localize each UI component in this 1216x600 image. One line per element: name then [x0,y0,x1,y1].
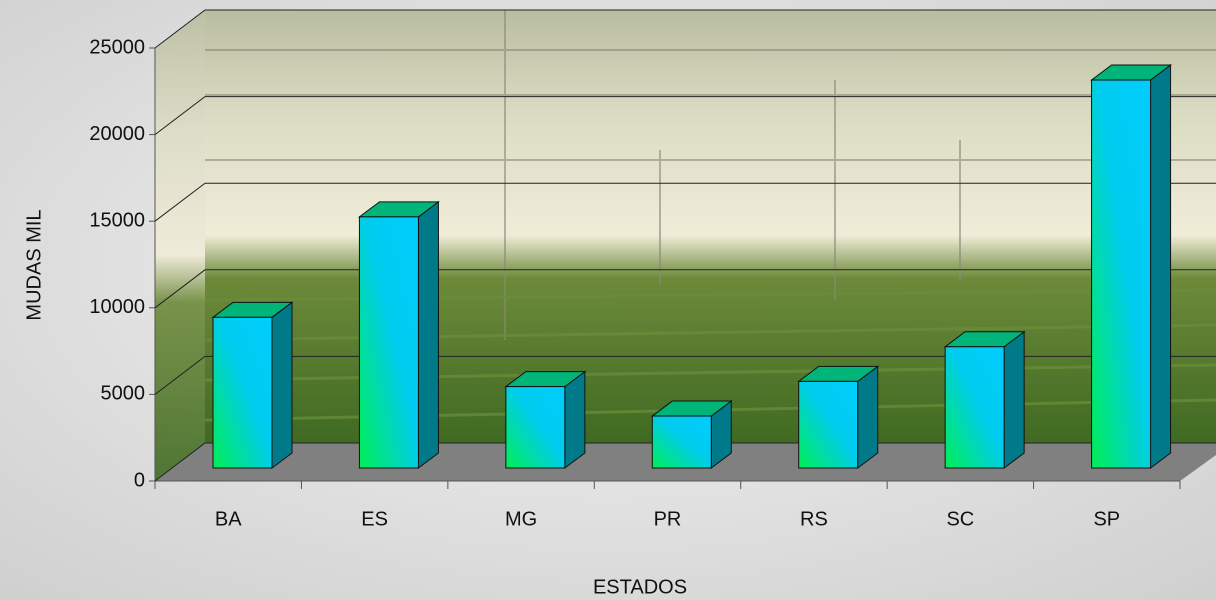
y-tick-label: 10000 [89,296,145,318]
grid-line [154,96,1216,135]
y-axis-title: MUDAS MIL [23,209,45,320]
bar [1091,79,1152,469]
bar-side [417,200,439,469]
bar [944,346,1005,469]
y-tick-label: 20000 [89,123,145,145]
x-tick-label: MG [505,508,537,530]
bar-side [1003,330,1025,470]
bar-side [564,370,586,469]
x-axis-title: ESTADOS [593,576,687,598]
x-tick-label: BA [215,508,242,530]
grid-line [154,9,1216,49]
y-tick-label: 15000 [89,209,145,231]
grid-line [154,182,1216,222]
y-tick-label: 25000 [89,36,145,58]
bar [651,415,712,469]
x-tick-label: ES [361,508,388,530]
bar [358,216,419,469]
bar-side [271,301,293,469]
x-tick-label: SP [1093,508,1120,530]
grid-line [154,442,1216,482]
grid-line [154,355,1216,395]
grid-line [154,269,1216,309]
bar-side [1150,64,1172,469]
side-wall [155,10,205,481]
bar-side [857,365,879,469]
x-tick-label: RS [800,508,828,530]
bar [212,316,273,469]
x-tick-label: PR [654,508,682,530]
y-tick-label: 0 [134,469,145,491]
bar [798,380,859,469]
y-tick-label: 5000 [101,383,146,405]
x-tick-label: SC [946,508,974,530]
bar [505,386,566,469]
wall-photo-structure [205,10,1216,340]
